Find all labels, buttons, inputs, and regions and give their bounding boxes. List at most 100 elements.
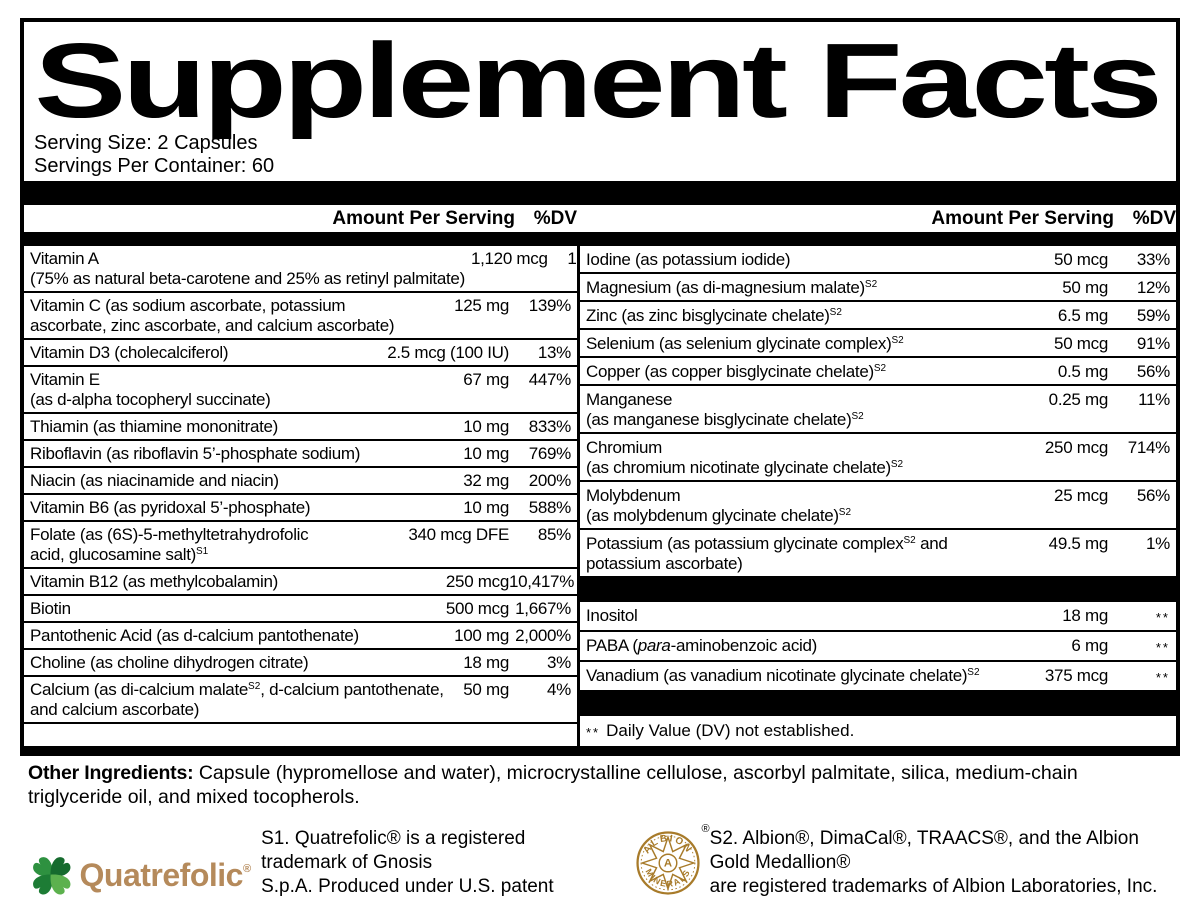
nutrient-dv: 1,667% xyxy=(515,599,571,618)
nutrient-dv: 12% xyxy=(1136,277,1170,297)
nutrient-amount: 0.5 mg xyxy=(1057,361,1108,381)
nutrient-amount: 10 mg xyxy=(463,498,509,517)
svg-text:MINERALS: MINERALS xyxy=(643,867,692,889)
nutrient-name: Zinc (as zinc bisglycinate chelate)S2 xyxy=(586,305,842,325)
table-row: Folate (as (6S)-5-methyltetrahydrofolic a… xyxy=(24,522,577,569)
table-row: Riboflavin (as riboflavin 5’-phosphate s… xyxy=(24,441,577,468)
nutrient-name: Folate (as (6S)-5-methyltetrahydrofolic a… xyxy=(30,525,309,564)
nutrient-amount: 340 mcg DFE xyxy=(408,525,509,544)
nutrient-dv: 59% xyxy=(1136,305,1170,325)
nutrient-name: Vitamin A (75% as natural beta-carotene a… xyxy=(30,249,465,288)
quatrefolic-footnote: Quatrefolic® S1. Quatrefolic® is a regis… xyxy=(30,827,604,902)
header-right: Amount Per Serving %DV xyxy=(577,208,1176,230)
nutrient-amount: 375 mcg xyxy=(1044,665,1108,685)
note-text: Daily Value (DV) not established. xyxy=(606,721,855,740)
svg-text:A: A xyxy=(664,858,672,870)
amount-per-serving-header: Amount Per Serving xyxy=(332,207,515,229)
nutrient-dv: ** xyxy=(1155,639,1170,655)
nutrient-amount: 25 mcg xyxy=(1054,485,1108,505)
nutrient-name: Vitamin B6 (as pyridoxal 5’-phosphate) xyxy=(30,498,311,517)
albion-footnote: ALBION MINERALS A ® S2. Albion®, DimaCal… xyxy=(636,824,1180,899)
dv-header: %DV xyxy=(533,207,577,229)
nutrient-name: Magnesium (as di-magnesium malate)S2 xyxy=(586,277,878,297)
nutrient-name: Vitamin E (as d-alpha tocopheryl succinat… xyxy=(30,370,271,409)
nutrient-name: Pantothenic Acid (as d-calcium pantothen… xyxy=(30,626,359,645)
table-row: Vitamin B6 (as pyridoxal 5’-phosphate) 10… xyxy=(24,495,577,522)
nutrient-amount: 49.5 mg xyxy=(1048,533,1109,553)
table-row: Vitamin B12 (as methylcobalamin) 250 mcg 1… xyxy=(24,569,577,596)
table-row: Copper (as copper bisglycinate chelate)S… xyxy=(580,358,1176,386)
nutrient-dv: 56% xyxy=(1136,361,1170,381)
section-divider-bar xyxy=(580,692,1176,716)
nutrient-amount: 50 mcg xyxy=(1054,249,1108,269)
table-row: Molybdenum (as molybdenum glycinate chela… xyxy=(580,482,1176,530)
nutrient-amount: 18 mg xyxy=(463,653,509,672)
amount-per-serving-header: Amount Per Serving xyxy=(931,207,1114,229)
nutrient-name: Selenium (as selenium glycinate complex)… xyxy=(586,333,904,353)
table-row: Choline (as choline dihydrogen citrate) 1… xyxy=(24,650,577,677)
nutrient-amount: 250 mcg xyxy=(445,572,509,591)
registered-mark: ® xyxy=(242,862,252,875)
table-row: Thiamin (as thiamine mononitrate) 10 mg 83… xyxy=(24,414,577,441)
svg-text:ALBION: ALBION xyxy=(641,833,695,856)
nutrient-dv: 33% xyxy=(1136,249,1170,269)
nutrient-dv: 769% xyxy=(528,444,572,463)
nutrient-dv: 85% xyxy=(537,525,571,544)
nutrient-name: Riboflavin (as riboflavin 5’-phosphate s… xyxy=(30,444,361,463)
nutrient-amount: 10 mg xyxy=(463,444,509,463)
table-row: Vanadium (as vanadium nicotinate glycina… xyxy=(580,662,1176,692)
table-row: Calcium (as di-calcium malateS2, d-calci… xyxy=(24,677,577,724)
nutrient-dv: 4% xyxy=(547,680,571,699)
serving-size: Serving Size: 2 Capsules xyxy=(34,132,258,154)
divider-bar-header xyxy=(24,232,1176,246)
nutrient-dv: ** xyxy=(1155,609,1170,625)
table-row: Vitamin E (as d-alpha tocopheryl succinat… xyxy=(24,367,577,414)
nutrient-dv: 200% xyxy=(528,471,572,490)
section-divider-bar xyxy=(580,578,1176,602)
nutrient-amount: 18 mg xyxy=(1062,605,1108,625)
table-row: Pantothenic Acid (as d-calcium pantothen… xyxy=(24,623,577,650)
nutrient-dv: 91% xyxy=(1136,333,1170,353)
asterisks-mark: ** xyxy=(586,725,601,740)
nutrients-table: Vitamin A (75% as natural beta-carotene a… xyxy=(24,246,1176,746)
table-row: Potassium (as potassium glycinate comple… xyxy=(580,530,1176,578)
nutrient-name: Iodine (as potassium iodide) xyxy=(586,249,791,269)
nutrient-name: Choline (as choline dihydrogen citrate) xyxy=(30,653,309,672)
table-row: Iodine (as potassium iodide) 50 mcg 33% xyxy=(580,246,1176,274)
nutrient-dv: 833% xyxy=(528,417,572,436)
nutrient-dv: 588% xyxy=(528,498,572,517)
nutrient-amount: 0.25 mg xyxy=(1048,389,1109,409)
nutrient-name: Thiamin (as thiamine mononitrate) xyxy=(30,417,279,436)
nutrient-amount: 50 mg xyxy=(463,680,509,699)
nutrient-name: Niacin (as niacinamide and niacin) xyxy=(30,471,279,490)
nutrient-dv: 124% xyxy=(567,249,577,268)
table-row: Selenium (as selenium glycinate complex)… xyxy=(580,330,1176,358)
nutrient-amount: 1,120 mcg xyxy=(470,249,548,268)
table-row: Biotin 500 mcg 1,667% xyxy=(24,596,577,623)
nutrient-name: Copper (as copper bisglycinate chelate)S… xyxy=(586,361,887,381)
label-title: Supplement Facts xyxy=(34,22,1162,140)
nutrient-dv: 139% xyxy=(528,296,572,315)
nutrient-name: Vitamin B12 (as methylcobalamin) xyxy=(30,572,279,591)
other-ingredients-label: Other Ingredients: xyxy=(28,762,194,784)
header-left: Amount Per Serving %DV xyxy=(24,208,577,230)
servings-per-container: Servings Per Container: 60 xyxy=(34,155,275,177)
nutrient-amount: 6.5 mg xyxy=(1057,305,1108,325)
nutrient-name: Inositol xyxy=(586,605,638,625)
nutrient-amount: 50 mcg xyxy=(1054,333,1108,353)
divider-bar-top xyxy=(24,181,1176,205)
nutrient-name: Potassium (as potassium glycinate comple… xyxy=(586,533,948,573)
nutrient-name: Chromium (as chromium nicotinate glycinat… xyxy=(586,437,904,477)
nutrient-amount: 100 mg xyxy=(454,626,509,645)
nutrient-name: Vitamin D3 (cholecalciferol) xyxy=(30,343,229,362)
albion-medallion-icon: ALBION MINERALS A xyxy=(636,831,700,895)
other-ingredients: Other Ingredients: Capsule (hypromellose… xyxy=(28,761,1108,809)
nutrient-dv: ** xyxy=(1155,669,1170,685)
other-ingredients-text: Capsule (hypromellose and water), microc… xyxy=(28,762,1078,808)
nutrient-name: Biotin xyxy=(30,599,71,618)
table-row: Niacin (as niacinamide and niacin) 32 mg 2… xyxy=(24,468,577,495)
column-headers: Amount Per Serving %DV Amount Per Servin… xyxy=(24,205,1176,232)
table-row: Vitamin D3 (cholecalciferol) 2.5 mcg (100… xyxy=(24,340,577,367)
table-row: Inositol 18 mg ** xyxy=(580,602,1176,632)
